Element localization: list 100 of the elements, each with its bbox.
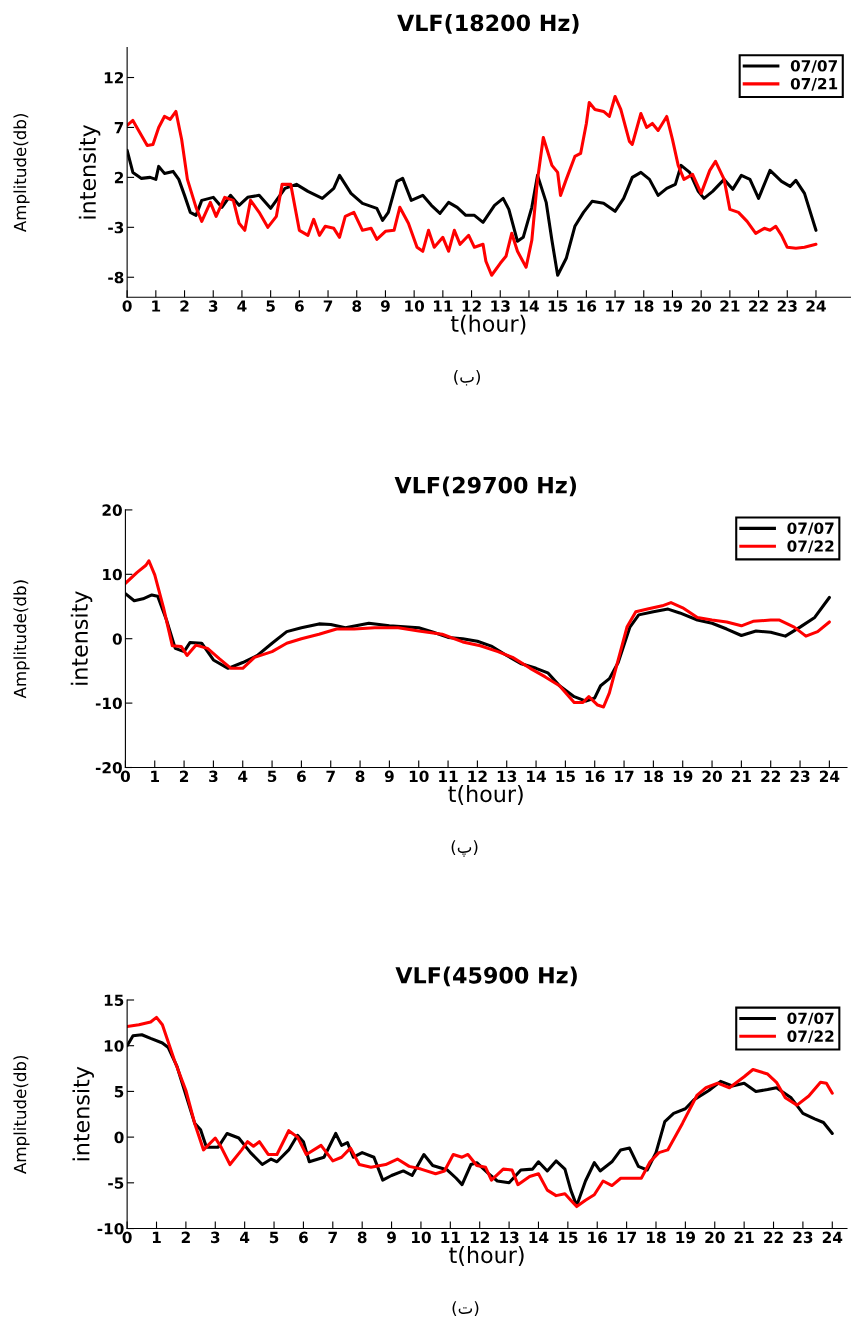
x-tick-label: 6: [297, 770, 306, 783]
x-tick-label: 10: [409, 770, 429, 783]
x-tick-label: 15: [556, 770, 575, 783]
x-tick-label: 15: [558, 1231, 578, 1244]
y-tick-label: 5: [114, 1086, 124, 1098]
x-tick-label: 10: [412, 1231, 431, 1244]
legend-label: 07/22: [787, 1030, 834, 1044]
x-tick-label: 11: [441, 1231, 460, 1243]
x-tick-label: 4: [240, 1231, 250, 1243]
x-tick-label: 17: [606, 300, 625, 312]
x-tick-label: 21: [720, 300, 740, 312]
y-axis-title: intensity: [70, 591, 93, 685]
x-tick-label: 16: [588, 1231, 608, 1244]
x-axis-title: t(hour): [450, 314, 526, 335]
x-tick-label: 22: [764, 1231, 783, 1243]
x-tick-label: 17: [615, 770, 634, 782]
x-tick-label: 20: [702, 770, 722, 783]
x-tick-label: 1: [151, 770, 160, 782]
x-tick-label: 14: [527, 770, 546, 782]
x-tick-label: 7: [328, 1231, 337, 1243]
y-tick-label: -10: [95, 697, 122, 710]
y-tick-label: 10: [103, 568, 122, 581]
x-tick-label: 9: [380, 300, 390, 312]
x-tick-label: 3: [209, 770, 218, 783]
x-tick-label: 21: [734, 1231, 754, 1243]
chart-title: VLF(29700 Hz): [394, 476, 576, 497]
y-tick-label: -8: [108, 271, 124, 284]
x-tick-label: 19: [663, 300, 683, 312]
x-tick-label: 4: [237, 300, 247, 312]
chart-title: VLF(45900 Hz): [395, 966, 577, 987]
x-tick-label: 5: [269, 1231, 279, 1244]
y-axis-title: intensity: [72, 1066, 94, 1161]
x-tick-label: 12: [468, 770, 487, 782]
y-tick-label: -10: [97, 1223, 124, 1235]
x-axis-title: t(hour): [449, 1246, 524, 1266]
x-tick-label: 13: [497, 770, 517, 783]
y-tick-label: 12: [104, 71, 124, 84]
x-tick-label: 8: [352, 300, 362, 312]
x-tick-label: 16: [577, 300, 597, 312]
y-tick-label: -3: [108, 221, 124, 234]
x-tick-label: 12: [462, 300, 481, 312]
x-tick-label: 24: [822, 1231, 843, 1243]
x-tick-label: 14: [529, 1231, 549, 1243]
y-tick-label: 15: [104, 994, 124, 1007]
legend-label: 07/22: [787, 540, 834, 553]
x-tick-label: 10: [405, 300, 425, 312]
x-tick-label: 23: [777, 300, 797, 312]
x-tick-label: 22: [761, 770, 781, 782]
x-tick-label: 5: [266, 300, 275, 312]
y-tick-label: 2: [114, 171, 124, 184]
x-tick-label: 13: [491, 300, 510, 312]
x-tick-label: 23: [790, 770, 810, 783]
chart-title: VLF(18200 Hz): [397, 14, 579, 34]
x-tick-label: 20: [691, 300, 712, 312]
x-tick-label: 21: [731, 770, 751, 782]
line-series: [127, 94, 818, 277]
x-tick-label: 24: [819, 770, 840, 782]
x-tick-label: 3: [208, 300, 218, 312]
x-tick-label: 24: [806, 300, 826, 312]
x-tick-label: 15: [548, 300, 568, 312]
x-tick-label: 17: [617, 1231, 637, 1243]
x-tick-label: 2: [179, 770, 189, 782]
x-tick-label: 2: [180, 300, 189, 312]
text: (پ): [451, 840, 478, 857]
x-axis-title: t(hour): [448, 785, 523, 805]
text: (ب): [454, 369, 480, 386]
legend-label: 07/07: [787, 1012, 834, 1026]
x-tick-label: 6: [299, 1231, 308, 1244]
x-tick-label: 9: [384, 770, 394, 783]
x-tick-label: 5: [267, 770, 277, 783]
x-tick-label: 0: [122, 1231, 132, 1244]
x-tick-label: 11: [439, 770, 458, 782]
legend-label: 07/07: [787, 522, 834, 536]
x-tick-label: 9: [387, 1231, 396, 1244]
x-tick-label: 8: [355, 770, 365, 783]
legend-label: 07/21: [790, 77, 838, 91]
x-tick-label: 4: [238, 770, 248, 782]
x-tick-label: 19: [673, 770, 693, 783]
x-tick-label: 20: [705, 1231, 725, 1244]
x-tick-label: 18: [647, 1231, 666, 1244]
x-tick-label: 22: [749, 300, 768, 312]
y-axis-title: intensity: [78, 124, 101, 219]
x-tick-label: 1: [152, 1231, 161, 1243]
x-tick-label: 0: [122, 300, 132, 312]
line-series: [125, 559, 831, 709]
x-tick-label: 7: [326, 770, 335, 782]
y-tick-label: 20: [102, 504, 122, 516]
y-tick-label: -20: [95, 761, 122, 774]
x-tick-label: 11: [433, 300, 453, 312]
legend-label: 07/07: [790, 60, 837, 73]
x-tick-label: 3: [210, 1231, 220, 1244]
x-tick-label: 18: [644, 770, 664, 783]
y-tick-label: -5: [108, 1177, 124, 1189]
y-tick-label: 10: [104, 1040, 124, 1052]
y-tick-label: 7: [114, 122, 124, 134]
x-tick-label: 2: [181, 1231, 190, 1243]
y-tick-label: 0: [112, 633, 122, 645]
x-tick-label: 12: [470, 1231, 490, 1243]
text: (ت): [452, 1301, 479, 1317]
x-tick-label: 7: [323, 300, 333, 312]
